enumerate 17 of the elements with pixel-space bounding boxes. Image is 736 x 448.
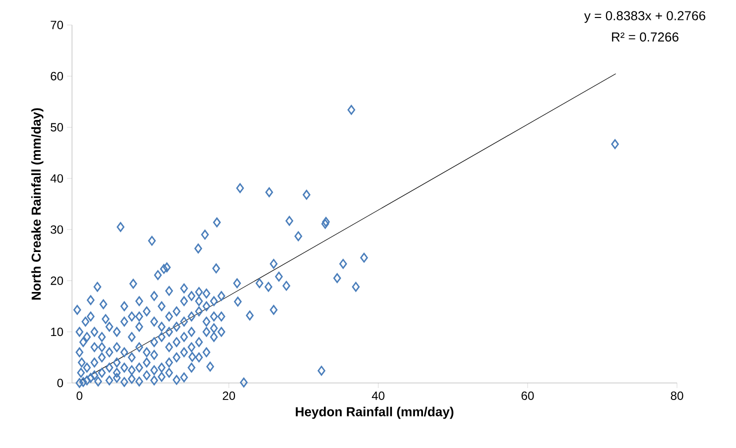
y-tick-label: 20 <box>50 276 64 285</box>
annotation: R² = 0.7266 <box>612 32 678 42</box>
y-tick-label: 70 <box>50 20 64 30</box>
y-tick-label: 60 <box>50 72 64 80</box>
y-tick-label: 30 <box>50 225 64 234</box>
x-axis-title: Heydon Rainfall (mm/day) <box>296 406 454 419</box>
y-tick-label: 50 <box>50 123 64 132</box>
y-tick-label: 10 <box>51 328 64 336</box>
y-tick-label: 0 <box>57 378 64 388</box>
text: y = 0.8383x + 0.2766 <box>584 11 706 23</box>
x-tick-label: 20 <box>222 392 236 400</box>
x-tick-label: 0 <box>76 392 82 400</box>
x-tick-label: 80 <box>670 392 684 400</box>
x-tick-label: 60 <box>522 392 534 400</box>
x-tick-label: 40 <box>372 392 384 400</box>
y-tick-label: 40 <box>50 174 64 183</box>
y-axis-title: North Creake Rainfall (mm/day) <box>31 108 44 300</box>
